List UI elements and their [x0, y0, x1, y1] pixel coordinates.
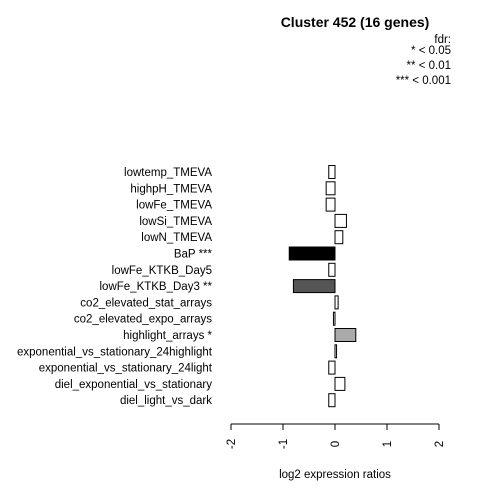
bar — [325, 197, 336, 212]
category-labels: lowtemp_TMEVA highpH_TMEVA lowFe_TMEVA lowS… — [17, 167, 213, 407]
bar — [292, 279, 336, 294]
x-tick-label: -2 — [226, 439, 238, 449]
chart-title: Cluster 452 (16 genes) — [281, 14, 430, 30]
category-label: lowN_TMEVA — [141, 232, 212, 244]
bar — [328, 393, 336, 408]
bar — [334, 376, 346, 391]
bar — [328, 262, 336, 277]
bar — [334, 328, 357, 342]
category-label: lowtemp_TMEVA — [124, 167, 212, 179]
legend-entry-3: *** < 0.001 — [396, 75, 451, 87]
category-label: diel_light_vs_dark — [120, 395, 212, 407]
category-label: lowFe_KTKB_Day5 — [112, 265, 212, 277]
bar — [288, 246, 336, 261]
bar — [328, 165, 336, 179]
bar — [334, 295, 339, 310]
x-axis-label: log2 expression ratios — [279, 469, 391, 481]
category-label: co2_elevated_expo_arrays — [74, 314, 212, 326]
category-label: BaP *** — [174, 249, 213, 261]
category-label: lowFe_KTKB_Day3 ** — [100, 281, 213, 293]
bar — [325, 181, 336, 196]
x-tick-label: -1 — [278, 439, 290, 449]
bar — [334, 230, 344, 245]
category-label: highlight_arrays * — [123, 330, 212, 342]
x-axis: -2 -1 0 1 2 — [226, 423, 446, 449]
x-tick-label: 2 — [434, 441, 446, 447]
category-label: diel_exponential_vs_stationary — [55, 379, 213, 391]
category-label: lowFe_TMEVA — [136, 200, 212, 212]
bar — [334, 344, 338, 359]
category-label: exponential_vs_stationary_24light — [39, 363, 213, 375]
legend: fdr: * < 0.05 ** < 0.01 *** < 0.001 — [396, 34, 451, 87]
x-tick-label: 1 — [382, 441, 394, 447]
x-tick-label: 0 — [330, 441, 342, 447]
bars — [288, 165, 357, 408]
category-label: exponential_vs_stationary_24highlight — [17, 346, 213, 358]
bar — [328, 360, 336, 375]
bar — [332, 311, 336, 326]
category-label: highpH_TMEVA — [130, 183, 212, 195]
legend-entry-1: * < 0.05 — [411, 45, 451, 57]
legend-entry-2: ** < 0.01 — [407, 60, 451, 72]
legend-title: fdr: — [434, 34, 451, 46]
bar — [334, 213, 347, 228]
category-label: lowSi_TMEVA — [139, 216, 212, 228]
category-label: co2_elevated_stat_arrays — [80, 297, 212, 309]
